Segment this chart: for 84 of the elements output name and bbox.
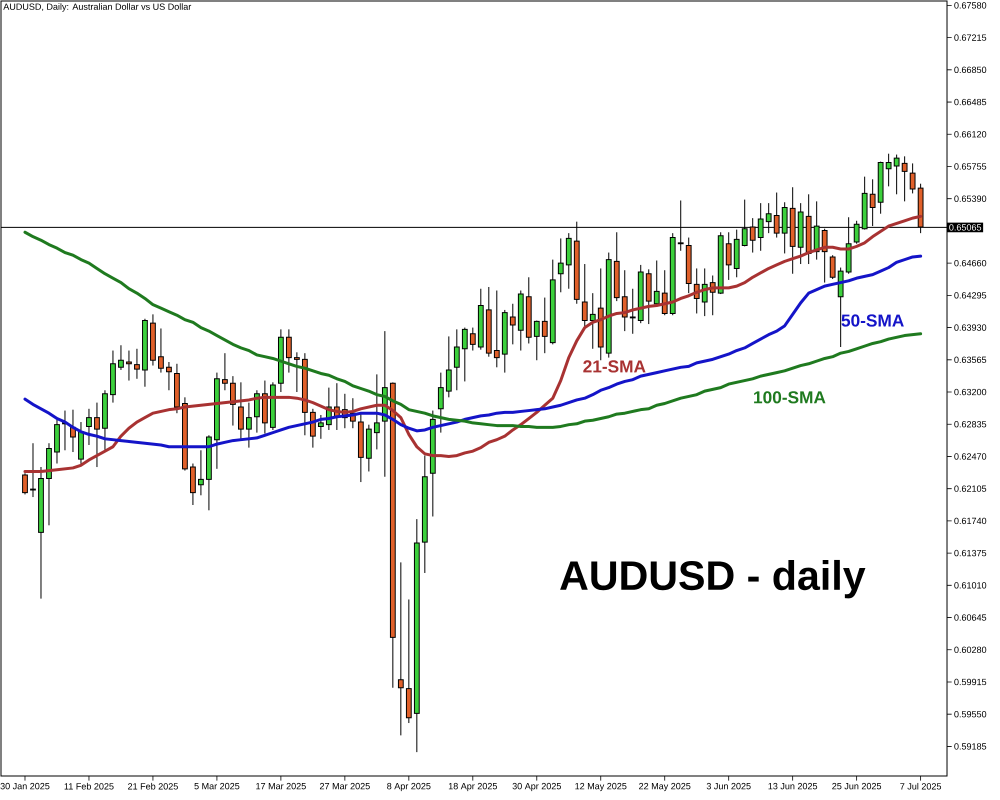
- candlestick: [30, 442, 36, 498]
- y-tick-label: 0.60645: [954, 614, 986, 621]
- candlestick: [726, 232, 732, 280]
- y-tick-label: 0.66120: [954, 131, 986, 138]
- y-tick-label: 0.61010: [954, 582, 986, 589]
- candlestick: [454, 328, 460, 391]
- y-tick-label: 0.66850: [954, 66, 986, 74]
- y-tick-label: 0.63565: [954, 356, 986, 363]
- candlestick: [494, 290, 500, 368]
- candlestick: [558, 238, 564, 293]
- y-tick-label: 0.63200: [954, 388, 986, 396]
- candlestick: [222, 352, 228, 391]
- y-tick-label: 0.65755: [954, 163, 986, 170]
- candlestick: [446, 336, 452, 398]
- candlestick: [158, 328, 164, 374]
- y-tick-label: 0.61740: [954, 518, 986, 524]
- y-tick-label: 0.62470: [954, 453, 986, 460]
- y-tick-label: 0.67215: [954, 34, 986, 41]
- y-tick-label: 0.60280: [954, 646, 986, 653]
- candlestick: [438, 372, 444, 434]
- series-label: 21-SMA: [583, 360, 646, 373]
- candlestick: [886, 153, 892, 187]
- x-tick-label: 3 Jun 2025: [706, 782, 751, 790]
- y-tick-label: 0.59550: [954, 711, 986, 718]
- candlestick: [318, 414, 324, 440]
- candlestick: [470, 327, 476, 352]
- x-tick-label: 5 Mar 2025: [194, 782, 240, 790]
- candlestick: [398, 562, 404, 736]
- y-tick-label: 0.63930: [954, 324, 986, 331]
- annotation: AUDUSD - daily: [560, 560, 866, 598]
- candlestick: [198, 450, 204, 496]
- candlestick: [510, 303, 516, 345]
- candlestick: [230, 376, 236, 426]
- x-tick-label: 17 Mar 2025: [256, 782, 306, 790]
- y-tick-label: 0.66485: [954, 98, 986, 106]
- y-tick-label: 0.67580: [954, 2, 986, 9]
- candlestick: [22, 472, 28, 495]
- x-tick-label: 18 Apr 2025: [448, 782, 498, 792]
- candlestick: [166, 362, 172, 391]
- x-tick-label: 22 May 2025: [639, 782, 690, 792]
- candlestick: [590, 292, 596, 350]
- y-tick-label: 0.65390: [954, 196, 986, 202]
- y-tick-label: 0.59915: [954, 678, 986, 686]
- candlestick: [910, 162, 916, 194]
- candlestick: [134, 348, 140, 380]
- candlestick: [94, 402, 100, 468]
- candlestick: [118, 344, 124, 370]
- candlestick: [902, 156, 908, 202]
- ref-line-label: 0.65065: [949, 224, 982, 231]
- series-label: 50-SMA: [842, 314, 904, 327]
- x-tick-label: 30 Apr 2025: [512, 782, 561, 792]
- candlestick: [86, 408, 92, 446]
- y-tick-label: 0.62105: [954, 485, 986, 492]
- candlestick: [830, 254, 836, 280]
- candlestick: [534, 320, 540, 361]
- x-tick-label: 7 Jul 2025: [900, 782, 942, 790]
- candlestick: [894, 154, 900, 195]
- x-tick-label: 13 Jun 2025: [768, 782, 818, 790]
- x-tick-label: 27 Mar 2025: [320, 782, 370, 790]
- candlestick: [542, 297, 548, 354]
- candlestick: [294, 352, 300, 393]
- x-tick-label: 8 Apr 2025: [387, 782, 431, 792]
- series-label: 100-SMA: [754, 391, 826, 404]
- candlestick: [238, 382, 244, 440]
- x-tick-label: 21 Feb 2025: [128, 782, 178, 790]
- y-tick-label: 0.62835: [954, 421, 986, 428]
- y-tick-label: 0.59185: [954, 743, 986, 750]
- x-tick-label: 25 Jun 2025: [832, 782, 882, 790]
- y-tick-label: 0.61375: [954, 550, 986, 556]
- candlestick: [462, 327, 468, 382]
- candlestick: [654, 260, 660, 307]
- x-tick-label: 11 Feb 2025: [64, 782, 114, 790]
- y-tick-label: 0.64295: [954, 292, 986, 299]
- candlestick: [246, 402, 252, 448]
- x-tick-label: 30 Jan 2025: [0, 782, 50, 790]
- candlestick: [582, 264, 588, 328]
- candlestick: [310, 408, 316, 448]
- candlestick: [126, 350, 132, 382]
- y-tick-label: 0.64660: [954, 260, 986, 266]
- chart-title: AUDUSD, Daily: Australian Dollar vs US Dollar: [3, 3, 192, 12]
- candlestick: [630, 288, 636, 334]
- x-tick-label: 12 May 2025: [575, 782, 626, 792]
- candlestick: [286, 328, 292, 374]
- candlestick: [374, 374, 380, 450]
